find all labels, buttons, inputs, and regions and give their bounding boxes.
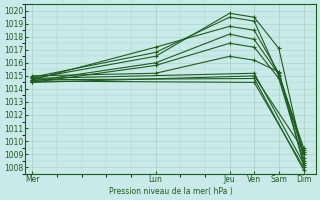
X-axis label: Pression niveau de la mer( hPa ): Pression niveau de la mer( hPa ): [108, 187, 232, 196]
